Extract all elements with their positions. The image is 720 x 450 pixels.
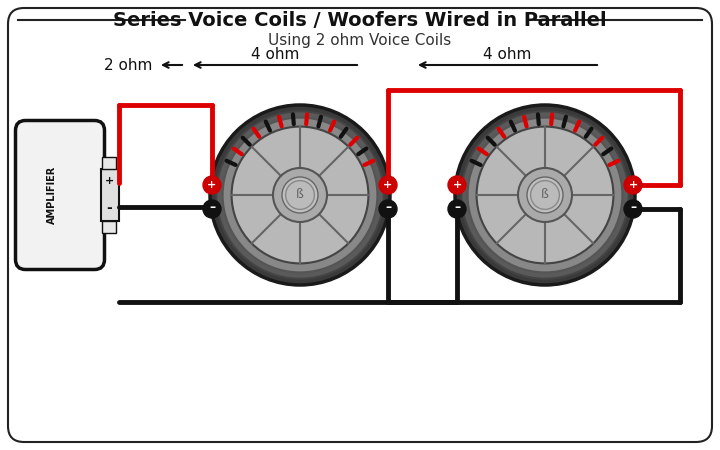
Circle shape (455, 105, 635, 285)
Text: 4 ohm: 4 ohm (483, 47, 531, 62)
Text: –: – (630, 202, 636, 215)
Circle shape (282, 177, 318, 213)
Circle shape (286, 180, 315, 209)
Text: +: + (207, 180, 217, 190)
Circle shape (477, 126, 613, 263)
Circle shape (210, 105, 390, 285)
Circle shape (624, 200, 642, 218)
Circle shape (518, 168, 572, 222)
Text: AMPLIFIER: AMPLIFIER (47, 166, 57, 224)
FancyBboxPatch shape (8, 8, 712, 442)
FancyBboxPatch shape (102, 221, 115, 233)
Circle shape (448, 176, 466, 194)
Circle shape (379, 176, 397, 194)
Circle shape (216, 111, 384, 279)
Text: +: + (629, 180, 638, 190)
FancyBboxPatch shape (16, 121, 104, 270)
Text: –: – (209, 202, 215, 215)
Text: 4 ohm: 4 ohm (251, 47, 300, 62)
Circle shape (467, 117, 622, 272)
Text: Series Voice Coils / Woofers Wired in Parallel: Series Voice Coils / Woofers Wired in Pa… (113, 10, 607, 30)
Circle shape (527, 177, 563, 213)
Text: +: + (452, 180, 462, 190)
Text: +: + (383, 180, 392, 190)
Circle shape (273, 168, 327, 222)
FancyBboxPatch shape (102, 157, 115, 169)
Circle shape (531, 180, 559, 209)
Text: ß: ß (296, 189, 304, 202)
Circle shape (232, 126, 369, 263)
Circle shape (222, 117, 377, 272)
Text: Using 2 ohm Voice Coils: Using 2 ohm Voice Coils (269, 32, 451, 48)
Circle shape (462, 111, 629, 279)
FancyBboxPatch shape (101, 169, 119, 221)
Text: –: – (454, 202, 460, 215)
Circle shape (203, 176, 221, 194)
Text: 2 ohm: 2 ohm (104, 58, 152, 72)
Circle shape (379, 200, 397, 218)
Circle shape (203, 200, 221, 218)
Text: +: + (105, 176, 114, 186)
Text: ß: ß (541, 189, 549, 202)
Text: -: - (107, 201, 112, 215)
Circle shape (624, 176, 642, 194)
Circle shape (448, 200, 466, 218)
Text: –: – (385, 202, 391, 215)
